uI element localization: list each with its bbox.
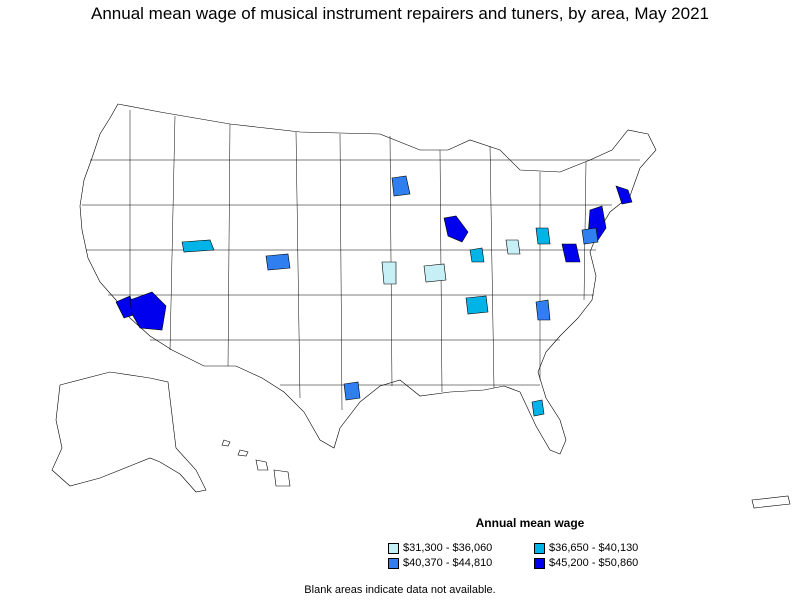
region-chicago [443, 215, 469, 243]
legend-label-2: $36,650 - $40,130 [549, 542, 639, 554]
legend-label-3: $40,370 - $44,810 [403, 557, 493, 569]
legend-swatch-4 [534, 557, 545, 569]
region-minneapolis [391, 175, 411, 197]
legend-title: Annual mean wage [475, 516, 585, 530]
hawaii-islands [221, 439, 291, 487]
legend-swatch-3 [388, 557, 399, 569]
legend: Annual mean wage $31,300 - $36,060 $36,6… [380, 516, 680, 569]
legend-label-4: $45,200 - $50,860 [549, 557, 639, 569]
region-charlotte [535, 299, 551, 321]
region-philadelphia [581, 227, 599, 245]
region-columbus [505, 239, 521, 255]
legend-swatch-2 [534, 542, 545, 554]
legend-item-2: $36,650 - $40,130 [534, 542, 684, 554]
legend-item-4: $45,200 - $50,860 [534, 557, 684, 569]
region-nashville [465, 295, 489, 315]
footnote: Blank areas indicate data not available. [304, 584, 496, 596]
legend-item-1: $31,300 - $36,060 [388, 542, 534, 554]
region-denver [265, 253, 291, 271]
legend-swatch-1 [388, 542, 399, 554]
alaska-outline [51, 371, 207, 493]
legend-item-3: $40,370 - $44,810 [388, 557, 534, 569]
region-boston [615, 185, 633, 205]
region-phoenix [129, 291, 167, 331]
puerto-rico [751, 495, 791, 509]
legend-label-1: $31,300 - $36,060 [403, 542, 493, 554]
region-tampa [531, 399, 545, 417]
region-indianapolis [469, 247, 485, 263]
region-st-louis [423, 263, 447, 283]
us-outline [79, 103, 657, 455]
region-salt-lake [181, 239, 215, 253]
map-title: Annual mean wage of musical instrument r… [91, 4, 709, 23]
region-baltimore [561, 243, 581, 263]
region-pittsburgh [535, 227, 551, 245]
region-austin [343, 381, 361, 401]
region-kansas-city [381, 261, 397, 285]
